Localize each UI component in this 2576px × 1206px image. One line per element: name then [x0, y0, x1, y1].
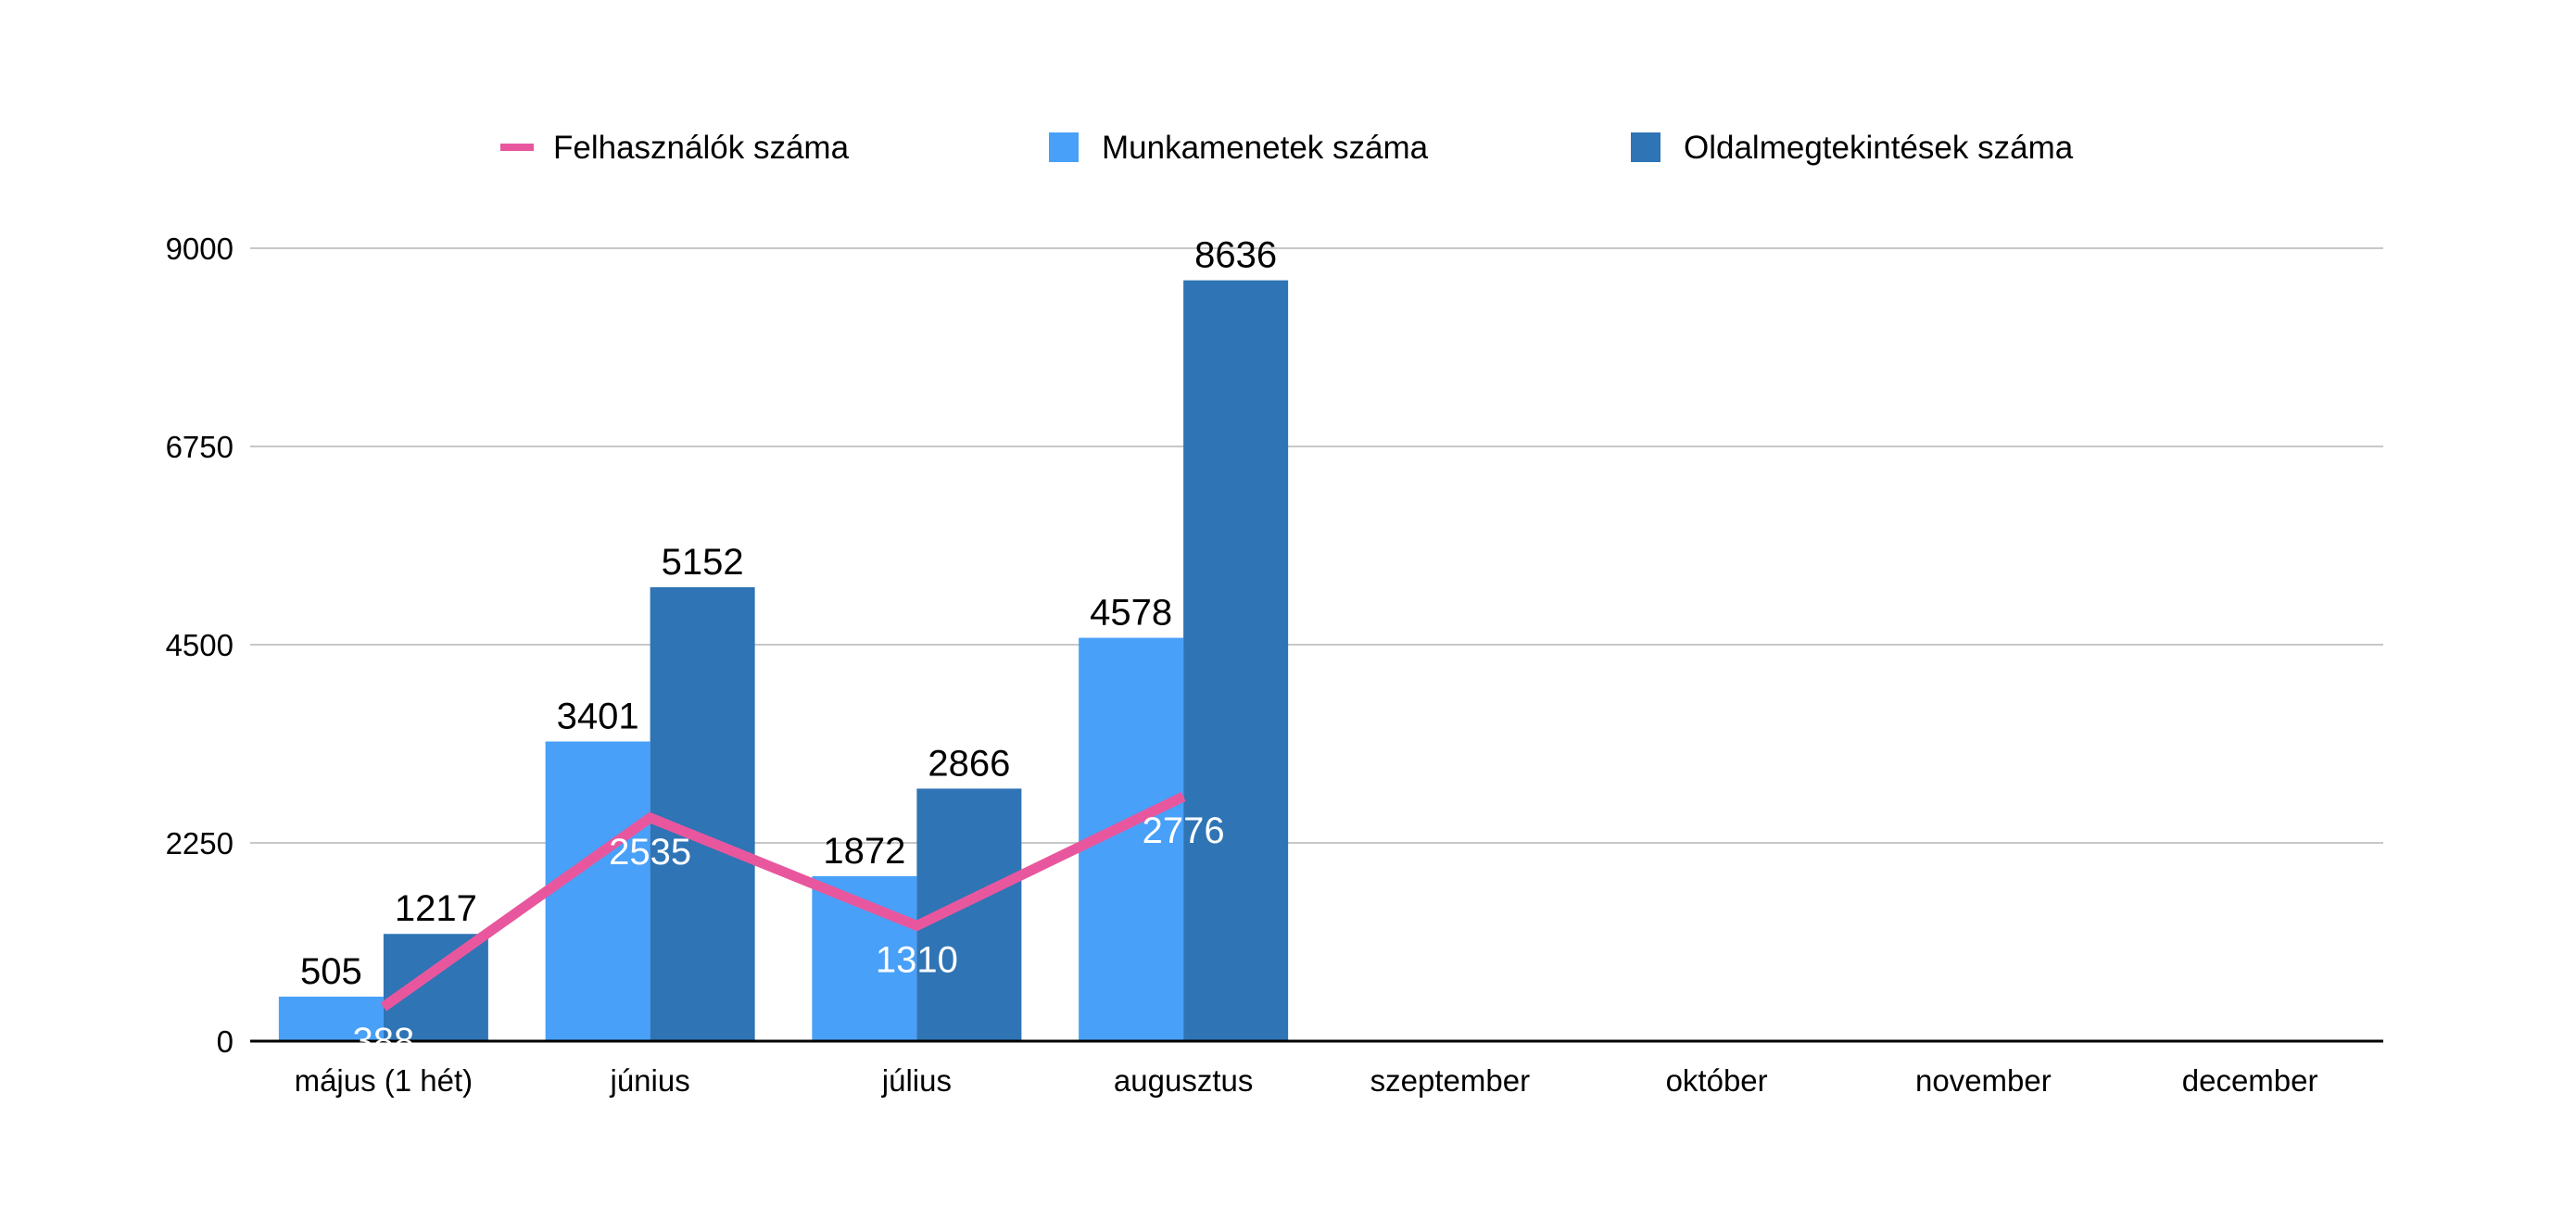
- bar: [650, 586, 755, 1041]
- bar: [1183, 280, 1289, 1041]
- y-tick-label: 9000: [166, 232, 234, 266]
- y-tick-label: 0: [217, 1024, 234, 1059]
- line-point: [915, 924, 918, 927]
- line-value-label: 1310: [876, 939, 958, 980]
- bar-value-label: 1217: [395, 888, 477, 929]
- legend-label: Munkamenetek száma: [1102, 130, 1429, 166]
- legend-bar-swatch: [1049, 132, 1079, 162]
- x-tick-label: november: [1915, 1063, 2052, 1098]
- legend-label: Oldalmegtekintések száma: [1684, 130, 2074, 166]
- line-point: [1182, 795, 1185, 798]
- line-series: [380, 792, 1186, 1011]
- bars: [278, 280, 1289, 1041]
- x-tick-label: december: [2182, 1063, 2318, 1098]
- line-point: [382, 1006, 385, 1009]
- line-value-label: 2776: [1143, 810, 1225, 851]
- x-tick-label: július: [881, 1063, 952, 1098]
- bar-value-label: 1872: [823, 831, 905, 872]
- bar-value-label: 4578: [1090, 593, 1172, 634]
- y-tick-label: 4500: [166, 628, 234, 662]
- bar-value-label: 8636: [1194, 235, 1277, 276]
- data-labels: 505 1217 3401 5152 1872 2866 4578 8636 388 2535 13…: [300, 235, 1277, 1062]
- line-value-label: 388: [353, 1021, 415, 1062]
- bar-value-label: 505: [300, 951, 362, 992]
- legend-label: Felhasználók száma: [553, 130, 850, 166]
- x-tick-label: június: [610, 1063, 690, 1098]
- gridlines: 0 2250 4500 6750 9000: [166, 232, 2383, 1059]
- x-tick-label: október: [1666, 1063, 1768, 1098]
- bar: [545, 741, 650, 1041]
- bar-value-label: 2866: [928, 743, 1010, 784]
- legend-line-swatch: [500, 144, 534, 151]
- bar: [383, 934, 488, 1041]
- y-tick-label: 2250: [166, 826, 234, 861]
- x-axis: május (1 hét) június július augusztus szepte…: [250, 1039, 2383, 1098]
- x-tick-label: szeptember: [1370, 1063, 1530, 1098]
- x-tick-label: augusztus: [1114, 1063, 1253, 1098]
- bar-value-label: 5152: [662, 542, 744, 583]
- bar-value-label: 3401: [557, 697, 639, 737]
- line-point: [649, 816, 651, 819]
- y-tick-label: 6750: [166, 430, 234, 464]
- legend-bar-swatch: [1631, 132, 1661, 162]
- bar: [278, 996, 384, 1041]
- legend: Felhasználók száma Munkamenetek száma Olda…: [500, 130, 2074, 166]
- x-tick-label: május (1 hét): [295, 1063, 474, 1098]
- line-value-label: 2535: [609, 832, 691, 873]
- line-series-path: [380, 792, 1186, 1011]
